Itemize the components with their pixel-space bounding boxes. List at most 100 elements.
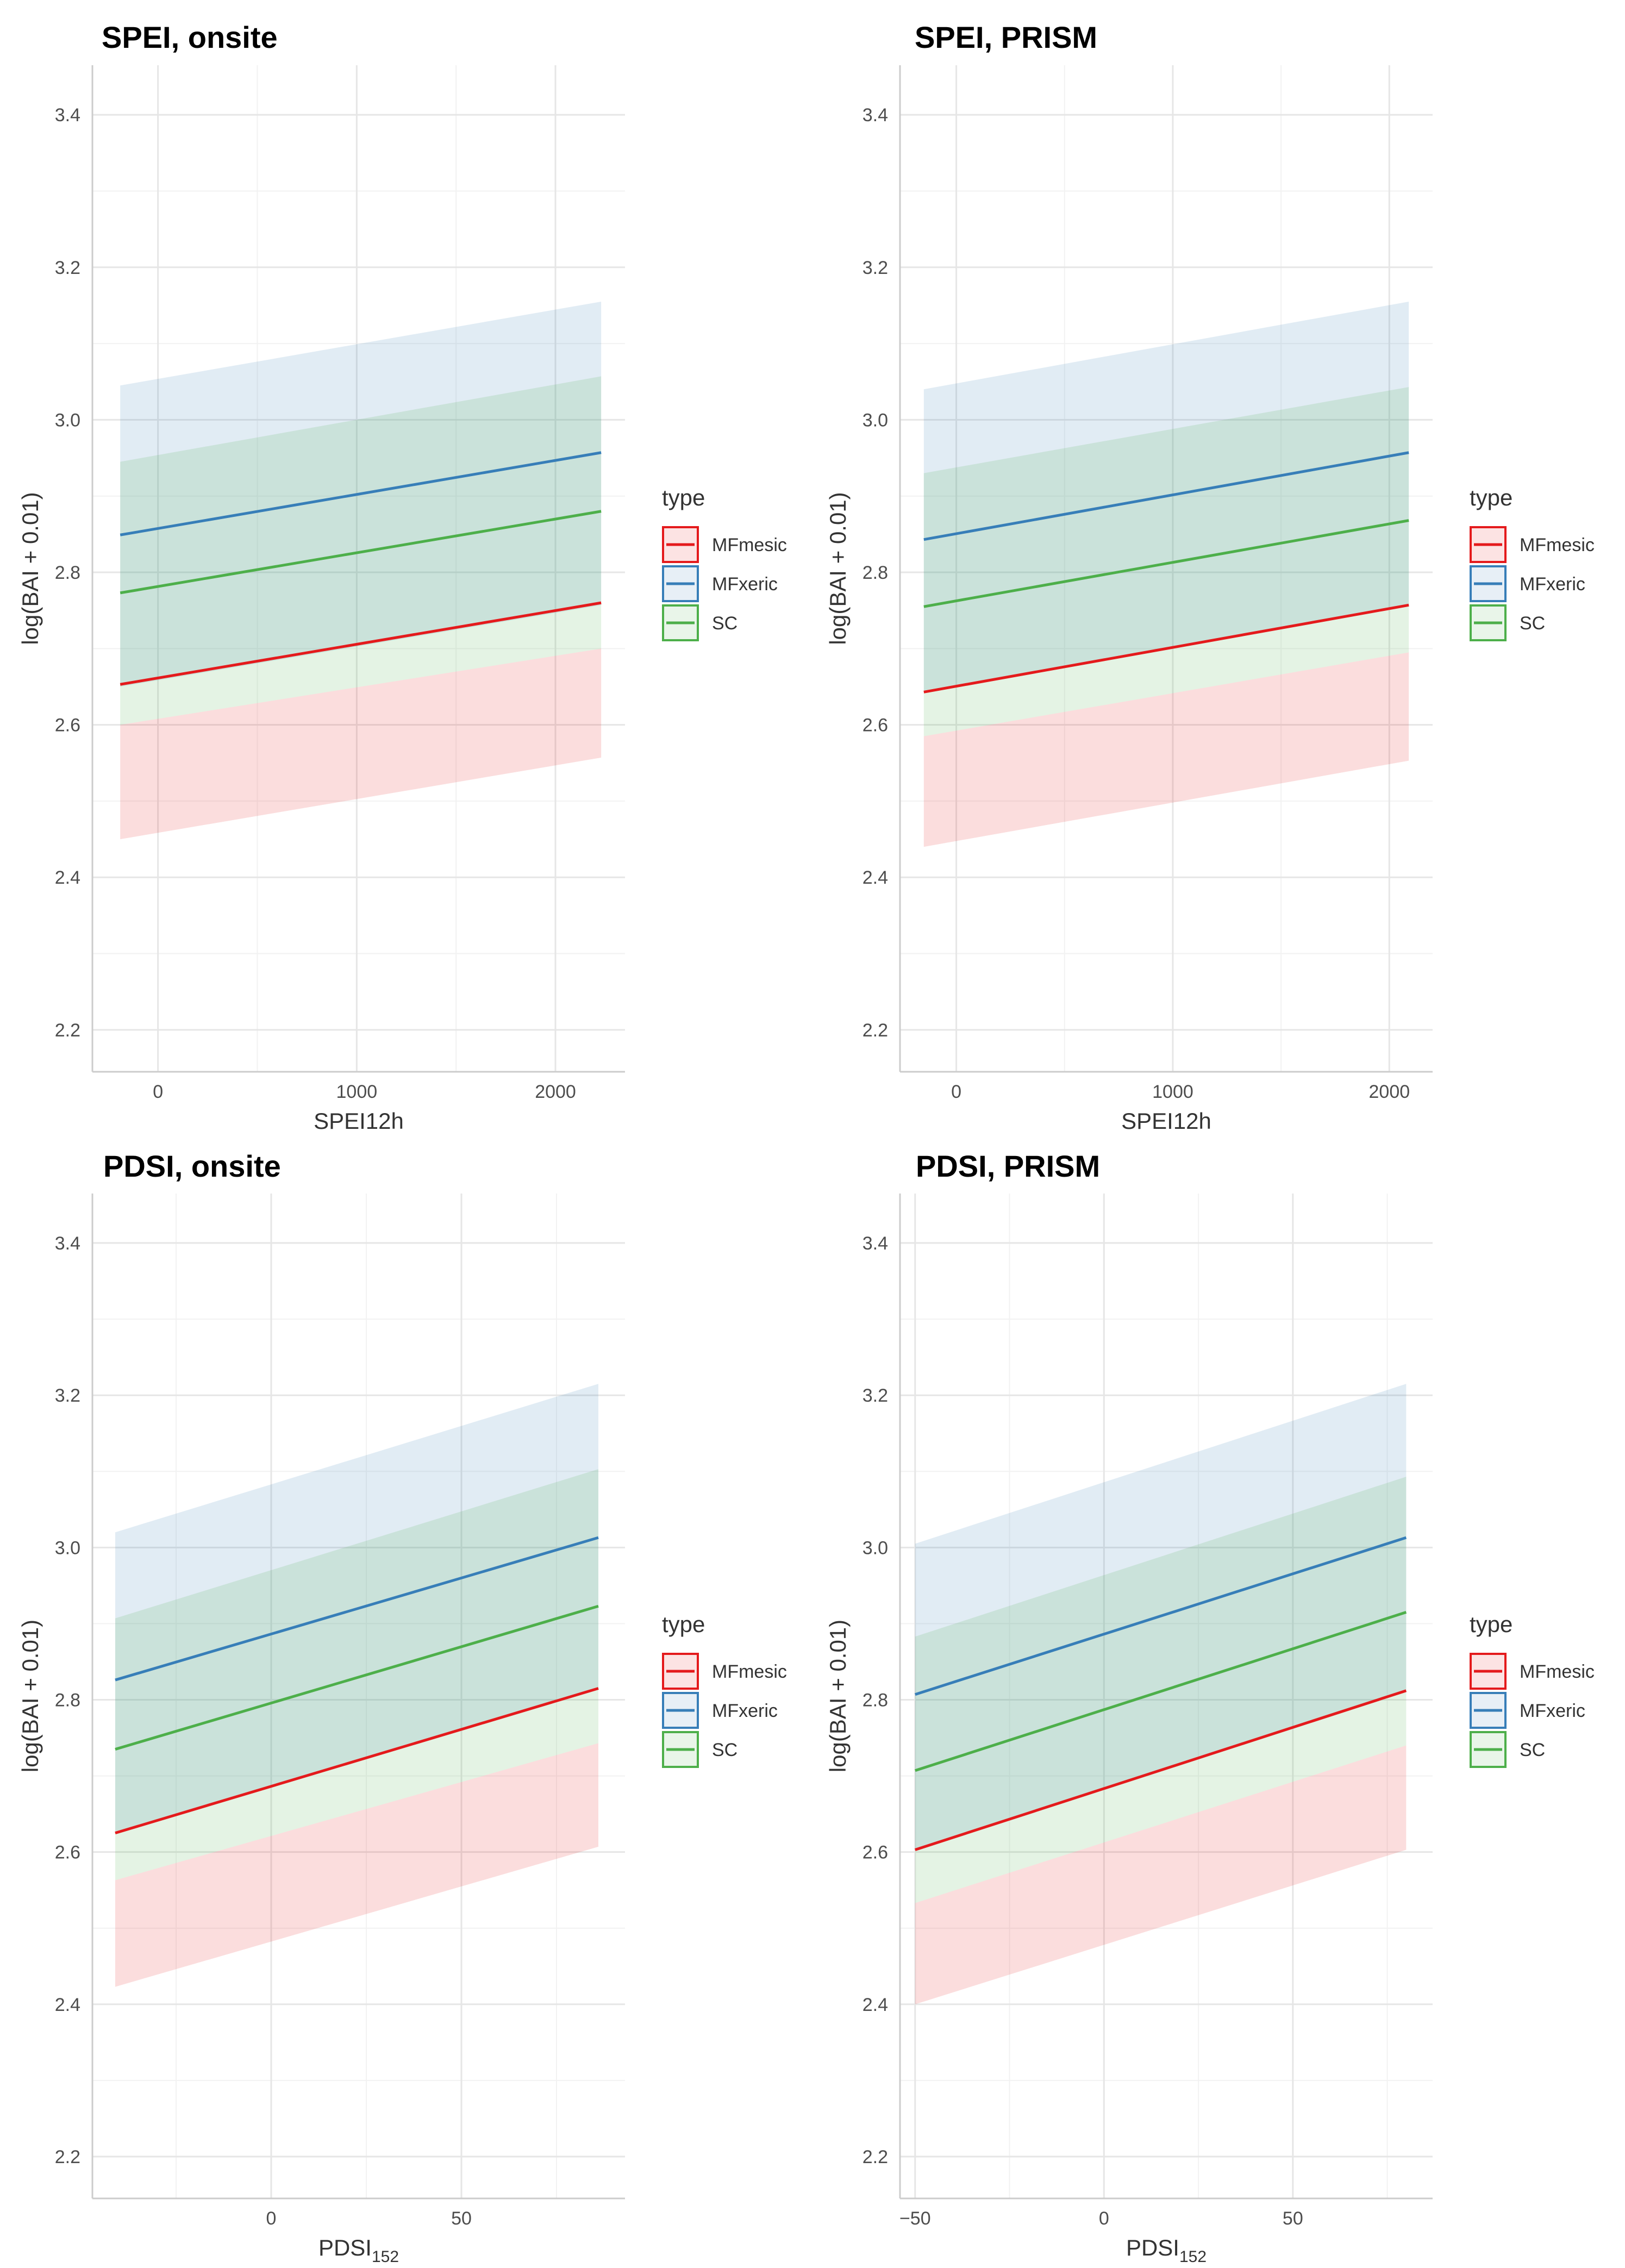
y-tick-label: 2.2	[55, 2147, 80, 2167]
fit-line-mfmesic	[120, 601, 602, 686]
x-tick-label: −50	[899, 2208, 931, 2229]
y-tick-label: 2.4	[862, 1995, 888, 2015]
legend-label-mfmesic: MFmesic	[712, 535, 787, 555]
fit-line-sc	[120, 510, 602, 595]
y-tick-label: 2.2	[55, 1020, 80, 1041]
ribbon-mfmesic	[120, 648, 602, 840]
fit-line-mfmesic	[115, 1687, 599, 1835]
ribbon-sc	[120, 376, 602, 725]
fit-line-mfxeric	[915, 1536, 1407, 1696]
y-tick-label: 2.6	[862, 715, 888, 736]
x-axis-label: SPEI12h	[314, 1108, 404, 1134]
ribbon-mfmesic	[923, 652, 1409, 847]
y-tick-label: 2.4	[862, 867, 888, 888]
x-axis-label-subscript: 152	[1179, 2248, 1207, 2266]
panel-title: PDSI, PRISM	[916, 1149, 1100, 1183]
legend-label-sc: SC	[712, 1740, 738, 1760]
y-tick-label: 2.8	[55, 563, 80, 583]
ribbon-mfmesic	[115, 1743, 598, 1987]
y-tick-label: 3.4	[862, 105, 888, 126]
x-tick-label: 0	[951, 1082, 961, 1102]
legend-title: type	[1470, 1611, 1512, 1637]
legend-title: type	[662, 1611, 705, 1637]
y-tick-label: 3.4	[862, 1233, 888, 1254]
y-tick-label: 2.2	[862, 2147, 888, 2167]
legend-label-mfxeric: MFxeric	[712, 574, 778, 595]
fit-line-sc	[923, 519, 1409, 608]
legend-label-sc: SC	[712, 613, 738, 634]
x-tick-label: 0	[266, 2208, 277, 2229]
x-tick-label: 2000	[535, 1082, 576, 1102]
fit-line-mfxeric	[120, 451, 602, 536]
fit-line-mfmesic	[923, 603, 1409, 693]
legend-label-sc: SC	[1520, 613, 1545, 634]
panel-4: 2.2 2.4 2.6 2.8 3.0 3.2 3.4 −50 0 50 PDSI, PRISM PD…	[825, 1149, 1595, 2266]
y-tick-label: 2.6	[55, 1842, 80, 1863]
legend-label-mfmesic: MFmesic	[1520, 535, 1595, 555]
legend: type MFmesic MFxeric SC	[1470, 485, 1595, 641]
legend-label-mfmesic: MFmesic	[712, 1661, 787, 1682]
y-tick-label: 2.6	[862, 1842, 888, 1863]
grid	[92, 65, 625, 1072]
y-axis-label: log(BAI + 0.01)	[17, 1620, 43, 1772]
panel-3: 2.2 2.4 2.6 2.8 3.0 3.2 3.4 0 50 PDSI, onsite PDSI…	[17, 1149, 787, 2266]
legend-label-mfmesic: MFmesic	[1520, 1661, 1595, 1682]
x-tick-label: 1000	[1152, 1082, 1193, 1102]
legend-title: type	[1470, 485, 1512, 510]
y-tick-label: 3.0	[55, 1538, 80, 1558]
panel-title: SPEI, PRISM	[915, 20, 1097, 54]
y-tick-label: 2.2	[862, 1020, 888, 1041]
y-tick-label: 2.8	[862, 1690, 888, 1711]
legend-label-mfxeric: MFxeric	[1520, 1701, 1585, 1721]
x-tick-label: 50	[1283, 2208, 1303, 2229]
y-tick-label: 2.6	[55, 715, 80, 736]
x-axis-label: PDSI152	[318, 2235, 399, 2266]
legend-title: type	[662, 485, 705, 510]
ribbon-sc	[915, 1477, 1407, 1903]
y-tick-label: 3.2	[55, 258, 80, 278]
fit-line-mfxeric	[115, 1536, 599, 1682]
y-tick-label: 3.0	[55, 410, 80, 430]
y-tick-label: 2.8	[862, 563, 888, 583]
x-axis-label: PDSI152	[1126, 2235, 1207, 2266]
y-tick-label: 2.4	[55, 1995, 80, 2015]
x-axis-label: SPEI12h	[1121, 1108, 1211, 1134]
fit-line-sc	[115, 1604, 599, 1751]
legend: type MFmesic MFxeric SC	[1470, 1611, 1595, 1768]
x-tick-label: 0	[153, 1082, 163, 1102]
legend-label-mfxeric: MFxeric	[1520, 574, 1585, 595]
x-axis-label-main: PDSI	[1126, 2235, 1179, 2260]
x-tick-label: 2000	[1369, 1082, 1410, 1102]
legend: type MFmesic MFxeric SC	[662, 1611, 787, 1768]
y-tick-label: 3.4	[55, 105, 80, 126]
panel-2: 2.2 2.4 2.6 2.8 3.0 3.2 3.4 0 1000 2000 SPEI, PRIS…	[825, 20, 1595, 1134]
y-axis-label: log(BAI + 0.01)	[825, 492, 851, 645]
y-tick-label: 3.2	[862, 1385, 888, 1406]
x-axis-label-subscript: 152	[372, 2248, 399, 2266]
legend-label-mfxeric: MFxeric	[712, 1701, 778, 1721]
y-tick-label: 3.0	[862, 1538, 888, 1558]
panel-title: PDSI, onsite	[103, 1149, 281, 1183]
x-tick-label: 0	[1099, 2208, 1109, 2229]
x-tick-label: 1000	[336, 1082, 378, 1102]
ribbon-mfmesic	[915, 1745, 1407, 2004]
x-tick-label: 50	[451, 2208, 472, 2229]
y-tick-label: 2.4	[55, 867, 80, 888]
y-axis-label: log(BAI + 0.01)	[825, 1620, 851, 1772]
y-tick-label: 3.2	[55, 1385, 80, 1406]
y-axis-label: log(BAI + 0.01)	[17, 492, 43, 645]
grid	[92, 1194, 625, 2198]
panel-title: SPEI, onsite	[102, 20, 278, 54]
y-tick-label: 2.8	[55, 1690, 80, 1711]
fit-line-sc	[915, 1611, 1407, 1772]
panel-1: 2.2 2.4 2.6 2.8 3.0 3.2 3.4 0 1000 2000 SPEI, onsi…	[17, 20, 787, 1134]
y-tick-label: 3.4	[55, 1233, 80, 1254]
legend-label-sc: SC	[1520, 1740, 1545, 1760]
fit-line-mfxeric	[923, 451, 1409, 541]
legend: type MFmesic MFxeric SC	[662, 485, 787, 641]
fit-line-mfmesic	[915, 1689, 1407, 1851]
y-tick-label: 3.0	[862, 410, 888, 430]
y-tick-label: 3.2	[862, 258, 888, 278]
x-axis-label-main: PDSI	[318, 2235, 372, 2260]
